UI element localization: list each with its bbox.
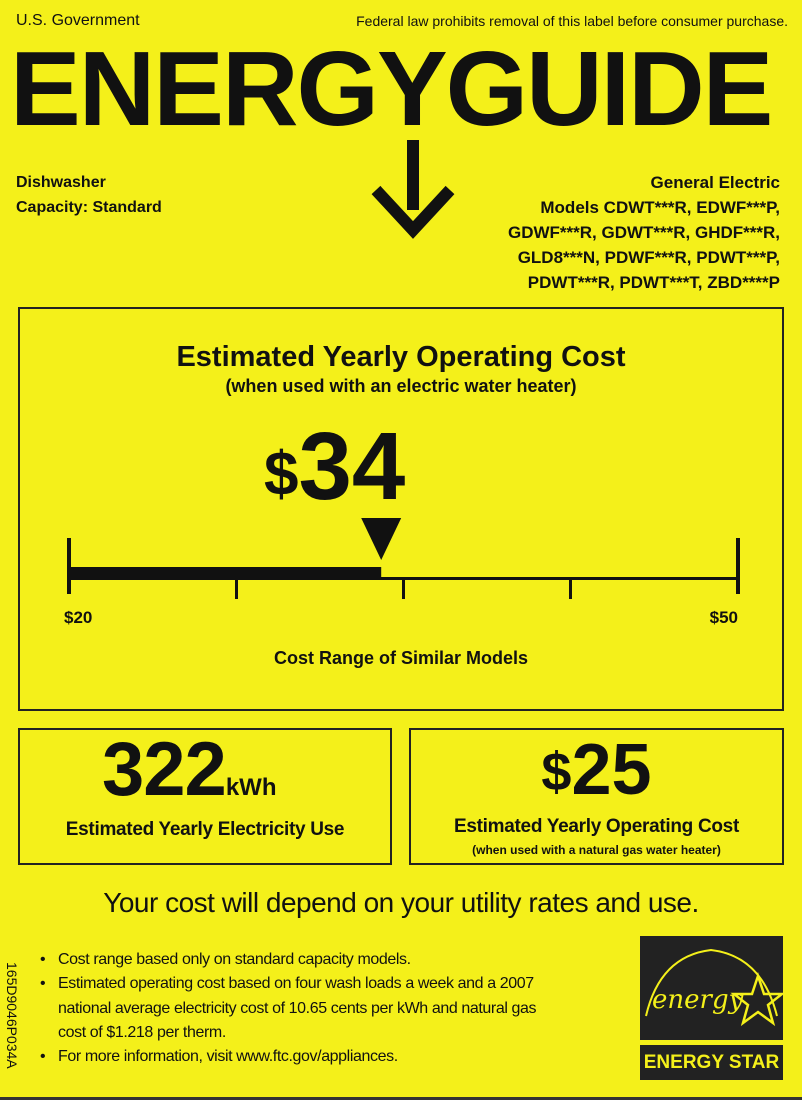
- scale-end-tick: [736, 538, 740, 594]
- electricity-use-panel: 322kWh Estimated Yearly Electricity Use: [18, 728, 392, 865]
- energy-star-logo: energy ENERGY STAR: [640, 936, 783, 1080]
- note-text: Cost range based only on standard capaci…: [58, 951, 411, 968]
- model-line: PDWT***R, PDWT***T, ZBD****P: [527, 273, 780, 292]
- capacity: Capacity: Standard: [16, 199, 162, 216]
- electricity-unit: kWh: [225, 774, 277, 801]
- notes-list: • Cost range based only on standard capac…: [40, 948, 537, 1069]
- energy-star-icon: energy: [640, 936, 783, 1040]
- note-item: national average electricity cost of 10.…: [40, 997, 537, 1021]
- product-info: Dishwasher Capacity: Standard: [16, 170, 162, 220]
- cost-scale: [67, 518, 740, 599]
- gas-cost-label: Estimated Yearly Operating Cost: [454, 816, 739, 837]
- removal-notice: Federal law prohibits removal of this la…: [356, 13, 788, 29]
- scale-fill: [68, 567, 382, 579]
- product-type: Dishwasher: [16, 174, 106, 191]
- manufacturer-name: General Electric: [650, 173, 780, 192]
- range-label: Cost Range of Similar Models: [273, 648, 529, 668]
- down-arrow-icon: [371, 140, 455, 239]
- gas-cost-panel: $25 Estimated Yearly Operating Cost (whe…: [409, 728, 784, 865]
- model-line: Models CDWT***R, EDWF***P,: [540, 198, 780, 217]
- bullet-icon: •: [40, 975, 46, 993]
- scale-tick: [235, 579, 238, 599]
- cost-subtitle: (when used with an electric water heater…: [225, 376, 577, 396]
- cost-value: $34: [264, 419, 405, 515]
- range-min: $20: [64, 608, 93, 627]
- model-line: GLD8***N, PDWF***R, PDWT***P,: [517, 248, 780, 267]
- energy-script: energy: [652, 985, 744, 1015]
- manufacturer-info: General Electric Models CDWT***R, EDWF**…: [508, 170, 780, 295]
- note-item: • Estimated operating cost based on four …: [40, 972, 536, 996]
- bullet-icon: •: [40, 951, 46, 968]
- energyguide-title: ENERGYGUIDE: [10, 30, 773, 148]
- gas-cost-sublabel: (when used with a natural gas water heat…: [472, 843, 721, 857]
- disclaimer: Your cost will depend on your utility ra…: [103, 887, 699, 918]
- cost-title: Estimated Yearly Operating Cost: [176, 341, 626, 373]
- scale-tick: [402, 579, 405, 599]
- gas-cost-value: $25: [411, 734, 782, 806]
- scale-end-tick: [67, 538, 71, 594]
- note-text: For more information, visit www.ftc.gov/…: [58, 1048, 398, 1066]
- note-text: Estimated operating cost based on four w…: [58, 975, 534, 993]
- side-code: 165D9046P034A: [4, 962, 20, 1069]
- scale-line: [68, 577, 738, 580]
- operating-cost-panel: Estimated Yearly Operating Cost (when us…: [18, 307, 784, 711]
- range-max: $50: [709, 608, 738, 627]
- cost-currency: $: [264, 440, 299, 509]
- government-label: U.S. Government: [16, 12, 140, 29]
- note-text: national average electricity cost of 10.…: [58, 999, 537, 1017]
- scale-tick: [569, 579, 572, 599]
- energy-star-label: ENERGY STAR: [640, 1045, 783, 1080]
- electricity-number: 322: [102, 727, 227, 812]
- cost-pointer-icon: [361, 518, 402, 560]
- gas-currency: $: [541, 742, 572, 802]
- cost-number: 34: [298, 413, 406, 520]
- note-item: • For more information, visit www.ftc.gov…: [40, 1045, 536, 1069]
- note-item: cost of $1.218 per therm.: [40, 1021, 536, 1045]
- gas-number: 25: [571, 730, 652, 810]
- bottom-border: [0, 1097, 802, 1100]
- electricity-value: 322kWh: [102, 732, 276, 808]
- note-item: • Cost range based only on standard capac…: [40, 948, 536, 972]
- note-text: cost of $1.218 per therm.: [58, 1023, 226, 1041]
- bullet-icon: •: [40, 1048, 46, 1066]
- electricity-label: Estimated Yearly Electricity Use: [65, 819, 345, 840]
- model-line: GDWF***R, GDWT***R, GHDF***R,: [507, 223, 780, 242]
